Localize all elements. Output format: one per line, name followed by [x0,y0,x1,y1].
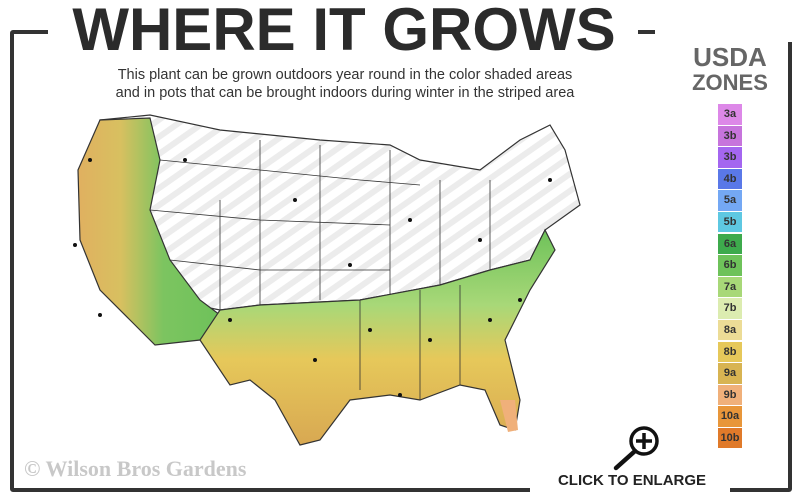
zone-swatch-7b: 7b [718,298,742,319]
zone-swatch-10b: 10b [718,427,742,449]
subtitle: This plant can be grown outdoors year ro… [40,66,650,102]
magnifier-plus-icon[interactable] [610,424,666,474]
click-to-enlarge-button[interactable]: CLICK TO ENLARGE [557,472,707,489]
zone-swatch-9b: 9b [718,384,742,406]
frame-gap [48,20,638,40]
zone-swatch-8b: 8b [718,341,742,363]
zone-swatch-3a: 3a [718,104,742,125]
zone-swatch-3b: 3b [718,125,742,147]
zone-swatch-6b: 6b [718,255,742,276]
page-title: WHERE IT GROWS [72,0,616,63]
zones-title: USDA ZONES [680,44,780,96]
zone-swatch-3b: 3b [718,147,742,168]
zone-swatch-10a: 10a [718,406,742,427]
zone-swatch-6a: 6a [718,233,742,255]
zones-title-line: ZONES [692,70,768,95]
zone-swatch-9a: 9a [718,363,742,384]
zone-swatch-7a: 7a [718,276,742,298]
florida-tip [500,400,518,432]
zone-swatch-5b: 5b [718,211,742,233]
subtitle-line: and in pots that can be brought indoors … [115,85,575,101]
city-dots [73,158,552,397]
copyright-watermark: © Wilson Bros Gardens [24,456,247,481]
zone-swatch-4b: 4b [718,168,742,190]
zone-swatch-5a: 5a [718,190,742,211]
frame-gap [530,478,730,500]
frame-gap [655,20,795,42]
zones-title-line: USDA [693,42,767,72]
subtitle-line: This plant can be grown outdoors year ro… [117,67,573,83]
usda-zone-map[interactable] [60,100,600,450]
zone-swatch-8a: 8a [718,319,742,341]
zone-legend: 3a 3b 3b 4b 5a 5b 6a 6b 7a 7b 8a 8b 9a 9b 10a 10b [718,104,742,450]
state-borders [149,140,491,400]
